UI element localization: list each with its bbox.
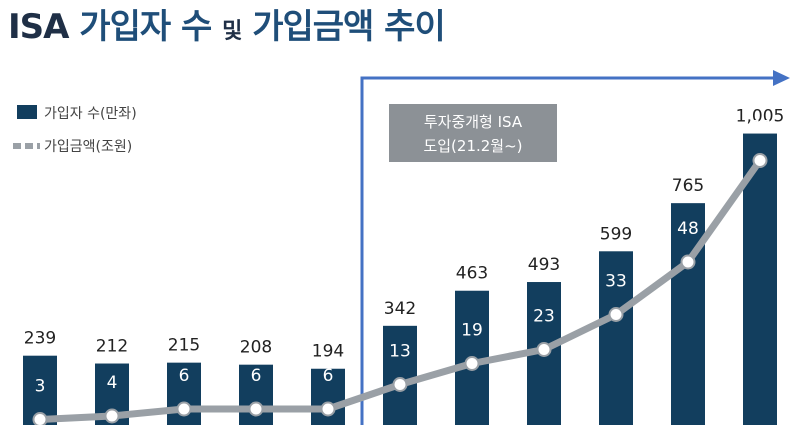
title-part-and: 및 — [222, 19, 242, 44]
amount-point-3 — [248, 401, 264, 417]
amount-point-10 — [752, 153, 768, 168]
annotation-box: 투자중개형 ISA 도입(21.2월~) — [389, 104, 557, 162]
amount-point-9 — [680, 254, 696, 270]
amount-label-4: 6 — [323, 366, 334, 386]
bar-value-label-7: 493 — [528, 255, 560, 275]
amount-label-8: 33 — [605, 272, 627, 292]
amount-label-9: 48 — [677, 219, 699, 239]
labels: 239 212 215 208 194 342 463 493 599 765 1,005 3 4 6 6 6… — [24, 107, 785, 397]
bar-value-label-4: 194 — [312, 342, 344, 362]
amount-point-2 — [176, 401, 192, 417]
highlight-arrowhead — [773, 70, 790, 86]
highlight-region — [360, 70, 790, 425]
amount-line — [32, 153, 768, 425]
legend-line-label: 가입금액(조원) — [44, 139, 132, 155]
legend: 가입자 수(만좌) 가입금액(조원) — [13, 105, 137, 155]
amount-point-1 — [104, 408, 120, 424]
amount-point-5 — [392, 377, 408, 392]
amount-label-1: 4 — [107, 373, 118, 393]
legend-bar-swatch — [17, 105, 37, 119]
bar-value-label-6: 463 — [456, 264, 488, 284]
bar-value-label-3: 208 — [240, 338, 272, 358]
amount-point-8 — [608, 307, 624, 322]
amount-label-5: 13 — [389, 342, 411, 362]
amount-label-6: 19 — [461, 321, 483, 341]
annotation-line1: 투자중개형 ISA — [424, 113, 523, 131]
bar-value-label-10: 1,005 — [736, 107, 785, 127]
annotation-line2: 도입(21.2월~) — [423, 137, 522, 155]
title-part-isa: ISA — [8, 7, 69, 47]
title-part-amount-trend: 가입금액 추이 — [252, 7, 446, 47]
bar-5 — [383, 325, 417, 425]
bar-value-label-9: 765 — [672, 176, 704, 196]
bar-value-label-2: 215 — [168, 336, 200, 356]
legend-bar-label: 가입자 수(만좌) — [44, 106, 137, 122]
bar-value-label-0: 239 — [24, 329, 56, 349]
bar-value-label-8: 599 — [600, 224, 632, 244]
amount-label-10: 77 — [749, 118, 771, 138]
amount-label-7: 23 — [533, 307, 555, 327]
amount-point-4 — [320, 401, 336, 417]
bar-value-label-1: 212 — [96, 337, 128, 357]
title-part-subscribers: 가입자 수 — [79, 7, 212, 47]
bar-value-label-5: 342 — [384, 299, 416, 319]
amount-point-6 — [464, 356, 480, 371]
amount-label-2: 6 — [179, 366, 190, 386]
annotation-background — [389, 104, 557, 162]
amount-label-3: 6 — [251, 366, 262, 386]
amount-point-7 — [536, 342, 552, 357]
bar-8 — [599, 251, 633, 425]
amount-label-0: 3 — [35, 377, 46, 397]
page-title: ISA 가입자 수 및 가입금액 추이 — [8, 2, 446, 57]
highlight-bracket — [360, 76, 778, 425]
bars — [23, 133, 777, 425]
amount-point-0 — [32, 412, 48, 425]
